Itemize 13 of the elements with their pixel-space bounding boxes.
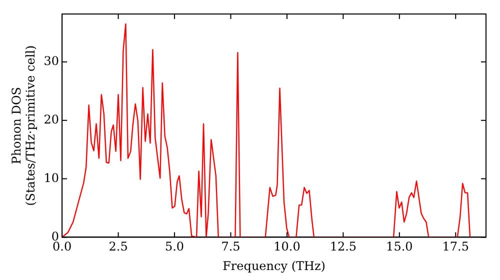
x-tick-label: 5.0 <box>164 240 184 254</box>
x-tick-label: 7.5 <box>221 240 240 254</box>
y-tick-label: 30 <box>44 54 60 68</box>
x-axis-title: Frequency (THz) <box>222 258 326 273</box>
x-tick-label: 10.0 <box>274 240 300 254</box>
x-tick-label: 17.5 <box>442 240 469 254</box>
y-axis-title: Phonon DOS (States/THz·primitive cell) <box>9 45 38 206</box>
y-tick-label: 20 <box>44 112 60 126</box>
x-tick-label: 0.0 <box>52 240 72 254</box>
x-tick-label: 2.5 <box>108 240 128 254</box>
x-tick-label: 12.5 <box>330 240 357 254</box>
y-tick-label: 10 <box>44 170 60 185</box>
x-tick-label: 15.0 <box>386 240 413 254</box>
